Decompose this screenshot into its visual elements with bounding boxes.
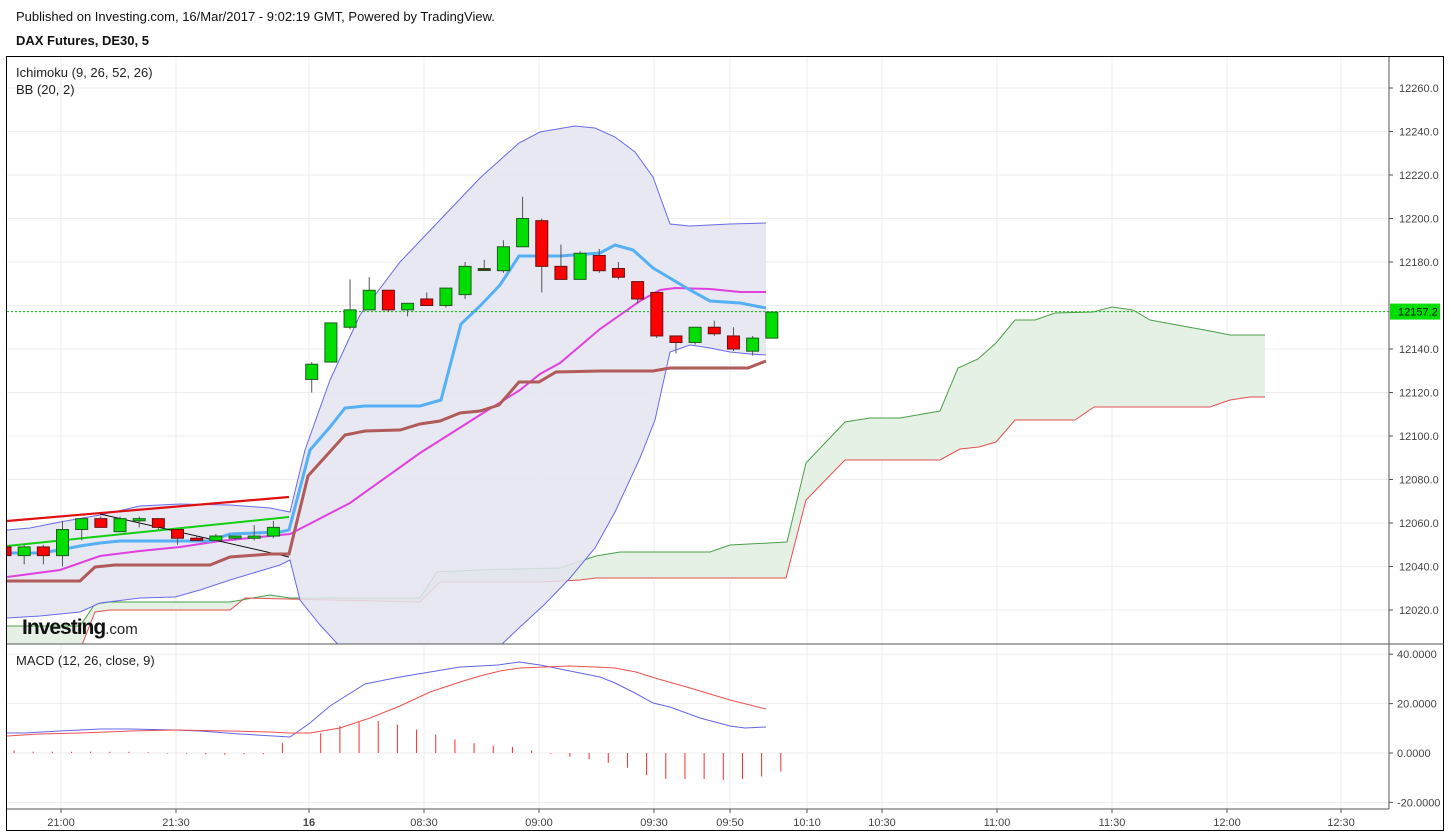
price-tick-label: 12240.0	[1399, 127, 1439, 139]
candle[interactable]	[669, 335, 683, 354]
bb-legend[interactable]: BB (20, 2)	[16, 82, 75, 97]
macd-tick-label: 20.0000	[1397, 699, 1437, 711]
candle[interactable]	[343, 279, 357, 330]
candle[interactable]	[726, 327, 740, 352]
candle[interactable]	[362, 277, 376, 311]
symbol-title: DAX Futures, DE30, 5	[16, 33, 149, 48]
time-tick-label: 09:50	[716, 817, 744, 829]
time-tick-label: 08:30	[410, 817, 438, 829]
time-tick-label: 16	[303, 817, 315, 829]
candle[interactable]	[381, 289, 395, 313]
time-tick-label: 10:30	[868, 817, 896, 829]
price-tick-label: 12100.0	[1399, 431, 1439, 443]
macd-tick-label: 0.0000	[1397, 748, 1431, 760]
candle[interactable]	[324, 322, 338, 363]
candle[interactable]	[17, 544, 31, 565]
candle[interactable]	[765, 311, 779, 339]
candle[interactable]	[611, 262, 625, 280]
time-tick-label: 09:00	[525, 817, 553, 829]
candle[interactable]	[36, 544, 50, 565]
candle[interactable]	[650, 291, 664, 339]
price-tick-label: 12080.0	[1399, 475, 1439, 487]
candle[interactable]	[190, 536, 204, 541]
candle[interactable]	[113, 516, 127, 533]
time-tick-label: 11:30	[1099, 817, 1126, 829]
candle[interactable]	[573, 251, 587, 280]
candle[interactable]	[420, 292, 434, 307]
candle[interactable]	[132, 516, 146, 528]
candle[interactable]	[535, 218, 549, 293]
last-price-label: 12157.2	[1390, 303, 1440, 320]
ichimoku-legend[interactable]: Ichimoku (9, 26, 52, 26)	[16, 65, 153, 80]
candle[interactable]	[688, 326, 702, 345]
chart-frame	[6, 56, 1444, 831]
macd-pane	[7, 661, 782, 781]
candle[interactable]	[266, 520, 280, 539]
grid-lines	[7, 57, 1389, 809]
candle[interactable]	[439, 287, 453, 308]
time-tick-label: 12:00	[1213, 817, 1241, 829]
candle[interactable]	[707, 320, 721, 336]
published-caption: Published on Investing.com, 16/Mar/2017 …	[16, 9, 495, 24]
macd-tick-label: -20.0000	[1397, 797, 1440, 809]
candle[interactable]	[0, 543, 12, 558]
candle[interactable]	[228, 535, 242, 541]
candle[interactable]	[631, 281, 645, 304]
price-tick-label: 12020.0	[1399, 605, 1439, 617]
investing-logo: Investing.com	[22, 616, 138, 639]
price-tick-label: 12120.0	[1399, 388, 1439, 400]
time-tick-label: 12:30	[1327, 817, 1355, 829]
price-tick-label: 12060.0	[1399, 518, 1439, 530]
candle[interactable]	[477, 259, 491, 272]
candlesticks[interactable]	[0, 196, 779, 567]
price-tick-label: 12140.0	[1399, 344, 1439, 356]
price-tick-label: 12040.0	[1399, 562, 1439, 574]
candle[interactable]	[171, 529, 185, 545]
price-tick-label: 12180.0	[1399, 257, 1439, 269]
time-tick-label: 21:30	[162, 817, 190, 829]
candle[interactable]	[401, 302, 415, 317]
macd-legend[interactable]: MACD (12, 26, close, 9)	[16, 653, 155, 668]
time-tick-label: 10:10	[793, 817, 821, 829]
candle[interactable]	[458, 262, 472, 299]
candle[interactable]	[75, 518, 89, 541]
candle[interactable]	[305, 362, 319, 393]
candle[interactable]	[94, 516, 108, 528]
candle[interactable]	[516, 196, 530, 248]
time-tick-label: 09:30	[640, 817, 668, 829]
candle[interactable]	[746, 335, 760, 356]
candle[interactable]	[151, 518, 165, 530]
candle[interactable]	[554, 244, 568, 280]
candle[interactable]	[56, 520, 70, 567]
price-tick-label: 12260.0	[1399, 83, 1439, 95]
candle[interactable]	[592, 248, 606, 273]
price-tick-label: 12200.0	[1399, 214, 1439, 226]
time-tick-label: 11:00	[984, 817, 1011, 829]
svg-text:12157.2: 12157.2	[1398, 307, 1438, 319]
ichimoku-lines	[7, 243, 1389, 583]
price-tick-label: 12220.0	[1399, 170, 1439, 182]
time-tick-label: 21:00	[47, 817, 75, 829]
macd-tick-label: 40.0000	[1397, 649, 1437, 661]
candle[interactable]	[209, 533, 223, 541]
ichimoku-cloud	[7, 306, 1265, 644]
axes: 12260.0 12240.0 12220.0 12200.0 12180.0 12140…	[7, 57, 1444, 829]
candle[interactable]	[247, 525, 261, 541]
candle[interactable]	[496, 240, 510, 273]
